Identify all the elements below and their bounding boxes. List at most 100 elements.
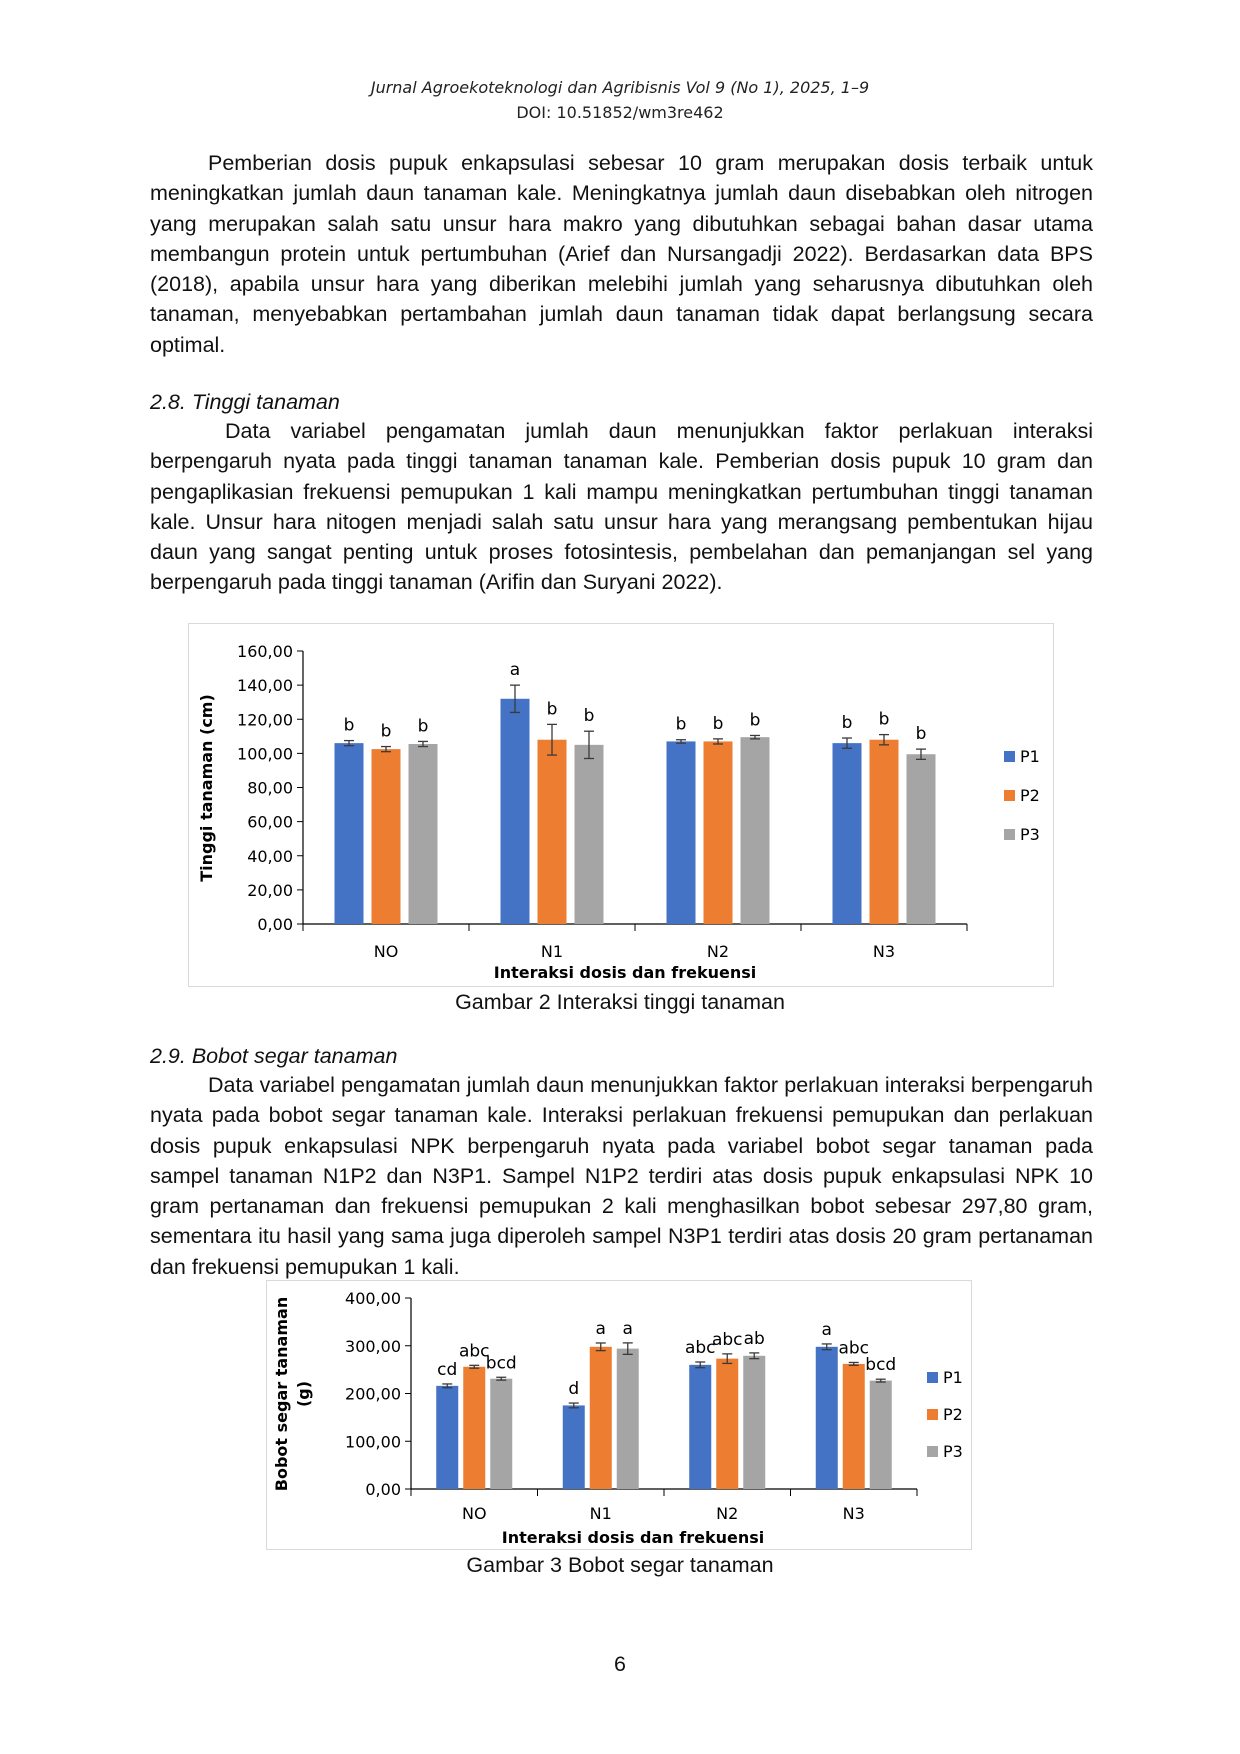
chart-fresh-weight: 0,00 100,00 200,00 300,00 400,00 NO cd abc bcd N1… — [266, 1280, 972, 1550]
bar-P3-NO — [408, 743, 438, 924]
bar-P2-N2 — [703, 741, 733, 924]
significance-label: a — [623, 1319, 633, 1339]
bar-P3-N3 — [869, 1380, 892, 1489]
doi-header: DOI: 10.51852/wm3re462 — [516, 103, 724, 122]
bar-P2-N1 — [537, 739, 567, 924]
legend-label-P2: P2 — [1020, 786, 1040, 805]
legend-swatch-P2 — [927, 1409, 938, 1420]
significance-label: abc — [712, 1330, 743, 1350]
figure-2-caption: Gambar 2 Interaksi tinggi tanaman — [455, 990, 785, 1014]
significance-label: abc — [685, 1338, 716, 1358]
x-axis-title: Interaksi dosis dan frekuensi — [502, 1528, 765, 1547]
legend-swatch-P3 — [1004, 829, 1015, 840]
bar-P3-N2 — [743, 1355, 766, 1489]
paragraph-plant-height: Data variabel pengamatan jumlah daun men… — [150, 419, 1093, 595]
significance-label: d — [568, 1379, 579, 1399]
legend-label-P2: P2 — [943, 1405, 963, 1424]
significance-label: abc — [838, 1338, 869, 1358]
figure-3-caption: Gambar 3 Bobot segar tanaman — [466, 1553, 774, 1577]
bar-P1-N3 — [832, 743, 862, 924]
section-heading-fresh-weight: 2.9. Bobot segar tanaman — [150, 1044, 398, 1068]
y-tick-label: 140,00 — [237, 676, 293, 695]
legend-swatch-P2 — [1004, 790, 1015, 801]
y-tick-label: 120,00 — [237, 710, 293, 729]
y-tick-label: 100,00 — [345, 1432, 401, 1451]
bar-P2-N3 — [869, 739, 899, 924]
bar-P2-NO — [463, 1366, 486, 1489]
y-tick-label: 400,00 — [345, 1289, 401, 1308]
significance-label: b — [547, 699, 558, 719]
x-category-label: NO — [462, 1504, 487, 1523]
paragraph-fresh-weight: Data variabel pengamatan jumlah daun men… — [150, 1073, 1093, 1279]
section-heading-plant-height: 2.8. Tinggi tanaman — [150, 390, 340, 414]
y-tick-label: 0,00 — [365, 1480, 401, 1499]
chart-fresh-weight-svg: 0,00100,00200,00300,00400,00NOcdabcbcdN1… — [272, 1289, 963, 1547]
bar-P2-NO — [371, 749, 401, 924]
y-tick-label: 80,00 — [247, 779, 293, 798]
bar-P3-N1 — [616, 1348, 639, 1489]
x-category-label: N1 — [590, 1504, 612, 1523]
bar-P2-N2 — [716, 1358, 739, 1489]
legend-label-P1: P1 — [943, 1368, 963, 1387]
y-tick-label: 200,00 — [345, 1385, 401, 1404]
chart-plant-height: 0,00 20,00 40,00 60,00 80,00 100,00 120,00 140,… — [188, 623, 1054, 987]
legend-swatch-P1 — [927, 1372, 938, 1383]
page-number: 6 — [614, 1652, 626, 1676]
journal-header: Jurnal Agroekoteknologi dan Agribisnis V… — [370, 78, 870, 97]
x-category-label: N1 — [541, 942, 563, 961]
significance-label: abc — [459, 1341, 490, 1361]
significance-label: b — [584, 706, 595, 726]
x-category-label: N3 — [843, 1504, 865, 1523]
y-tick-label: 100,00 — [237, 744, 293, 763]
y-axis-title: Tinggi tanaman (cm) — [197, 694, 216, 882]
legend-label-P1: P1 — [1020, 747, 1040, 766]
bar-P1-NO — [436, 1385, 459, 1489]
bar-P2-N1 — [589, 1346, 612, 1489]
significance-label: b — [750, 710, 761, 730]
bar-P3-N2 — [740, 737, 770, 924]
legend-label-P3: P3 — [1020, 825, 1040, 844]
significance-label: cd — [437, 1360, 457, 1380]
bar-P3-N1 — [574, 744, 604, 924]
y-tick-label: 60,00 — [247, 813, 293, 832]
y-tick-label: 300,00 — [345, 1337, 401, 1356]
bar-P3-N3 — [906, 754, 936, 924]
bar-P2-N3 — [842, 1363, 865, 1489]
significance-label: a — [822, 1320, 832, 1340]
y-tick-label: 20,00 — [247, 881, 293, 900]
y-tick-label: 40,00 — [247, 847, 293, 866]
bar-P1-N3 — [815, 1346, 838, 1489]
legend-swatch-P1 — [1004, 751, 1015, 762]
significance-label: b — [713, 714, 724, 734]
significance-label: b — [381, 722, 392, 742]
significance-label: b — [916, 724, 927, 744]
significance-label: b — [879, 710, 890, 730]
significance-label: a — [510, 660, 520, 680]
y-tick-label: 0,00 — [257, 915, 293, 934]
x-axis-title: Interaksi dosis dan frekuensi — [494, 963, 757, 982]
x-category-label: N2 — [707, 942, 729, 961]
significance-label: bcd — [865, 1355, 896, 1375]
bar-P3-NO — [490, 1378, 513, 1489]
bar-P1-NO — [334, 743, 364, 924]
significance-label: b — [344, 716, 355, 736]
significance-label: a — [596, 1319, 606, 1339]
y-tick-label: 160,00 — [237, 642, 293, 661]
significance-label: b — [418, 716, 429, 736]
legend-label-P3: P3 — [943, 1442, 963, 1461]
x-category-label: N3 — [873, 942, 895, 961]
bar-P1-N2 — [666, 741, 696, 924]
x-category-label: N2 — [716, 1504, 738, 1523]
y-axis-title: Bobot segar tanaman (g) — [272, 1297, 313, 1491]
legend-swatch-P3 — [927, 1446, 938, 1457]
bar-P1-N1 — [500, 698, 530, 924]
bar-P1-N2 — [689, 1364, 712, 1489]
significance-label: b — [842, 713, 853, 733]
significance-label: bcd — [486, 1353, 517, 1373]
chart-plant-height-svg: 0,00 20,00 40,00 60,00 80,00 100,00 120,00 140,… — [197, 642, 1040, 982]
paragraph-leaf-count: Pemberian dosis pupuk enkapsulasi sebesa… — [150, 151, 1093, 357]
bar-P1-N1 — [562, 1405, 585, 1489]
significance-label: ab — [744, 1329, 765, 1349]
significance-label: b — [676, 715, 687, 735]
x-category-label: NO — [374, 942, 399, 961]
